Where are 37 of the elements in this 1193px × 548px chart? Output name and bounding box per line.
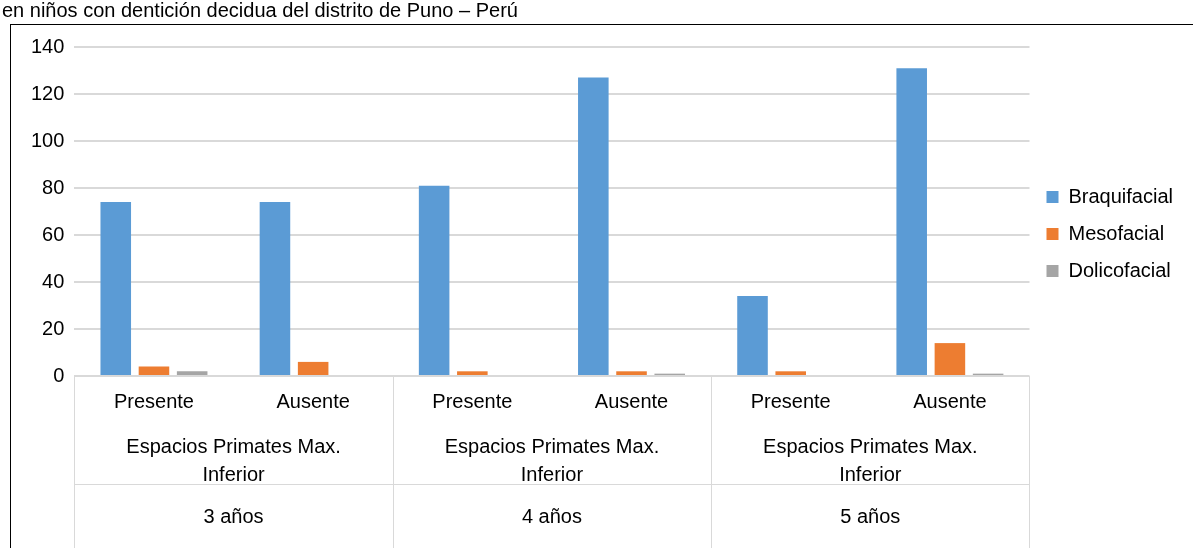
y-tick-label: 0	[53, 363, 65, 386]
x-tick-label: Ausente	[276, 389, 350, 412]
text: Espacios Primates Max. Inferior	[763, 434, 978, 485]
x-tick-label: Ausente	[913, 389, 987, 412]
bar	[176, 371, 208, 375]
x-tick-label: Presente	[432, 389, 513, 412]
text: Espacios Primates Max. Inferior	[126, 434, 341, 485]
y-tick-label: 20	[42, 316, 65, 339]
legend-label: Mesofacial	[1068, 221, 1165, 244]
y-tick-label: 120	[30, 81, 65, 104]
bar	[775, 371, 806, 375]
bar	[138, 366, 170, 375]
y-tick-label: 40	[42, 269, 65, 292]
x-tick-label: Ausente	[594, 389, 669, 412]
bar	[259, 202, 291, 375]
bar	[737, 296, 768, 375]
bar	[934, 343, 966, 375]
bar	[418, 185, 450, 375]
x-tick-label: Presente	[113, 389, 194, 412]
bar	[896, 68, 927, 375]
y-tick-label: 100	[30, 128, 65, 151]
legend-label: Braquifacial	[1068, 184, 1174, 207]
text: 4 años	[521, 504, 582, 527]
y-tick-label: 60	[42, 222, 65, 245]
bar	[457, 371, 488, 375]
chart-title: en niños con dentición decidua del distrito de Puno – Perú	[1, 0, 519, 23]
text: 3 años	[203, 504, 264, 527]
bar	[616, 371, 647, 375]
text: 5 años	[840, 504, 901, 527]
y-tick-label: 140	[30, 34, 65, 57]
legend-label: Dolicofacial	[1068, 258, 1171, 281]
text: Espacios Primates Max. Inferior	[444, 434, 660, 485]
x-tick-label: Presente	[750, 389, 831, 412]
bar	[100, 202, 132, 375]
bar	[578, 77, 609, 375]
bar	[297, 361, 329, 375]
y-tick-label: 80	[42, 175, 65, 198]
